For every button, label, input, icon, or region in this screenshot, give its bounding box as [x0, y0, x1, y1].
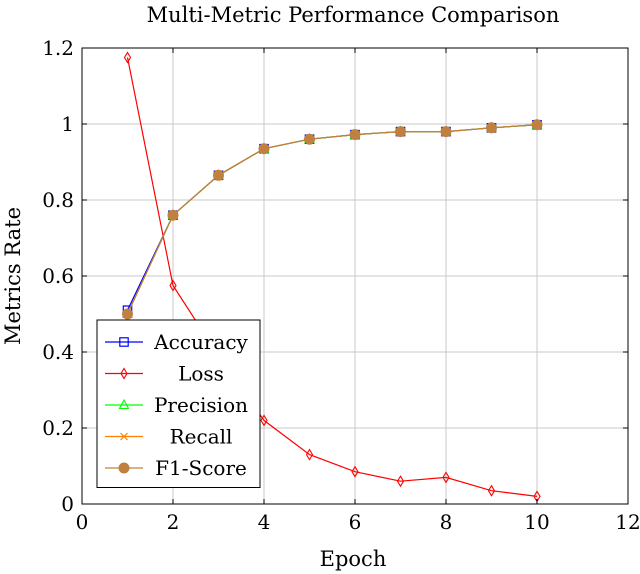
- series-precision: [122, 118, 543, 319]
- legend-item-recall: Recall: [105, 425, 232, 449]
- f1-score-point: [349, 129, 361, 141]
- loss-point: [123, 51, 132, 64]
- x-axis-label: Epoch: [320, 547, 387, 571]
- loss-point: [169, 279, 177, 292]
- series-recall: [123, 120, 541, 318]
- legend-swatch-marker: [120, 367, 128, 380]
- legend-swatch-marker: [119, 337, 129, 347]
- legend-item-loss: Loss: [105, 362, 224, 386]
- legend-label: Accuracy: [153, 330, 248, 354]
- legend-item-precision: Precision: [105, 393, 248, 417]
- x-tick-label: 2: [167, 510, 180, 534]
- y-tick-label: 0.4: [42, 340, 74, 364]
- loss-point: [487, 484, 496, 497]
- legend-swatch-marker: [118, 462, 130, 474]
- recall-line: [126, 124, 538, 315]
- loss-point: [305, 448, 314, 461]
- x-tick-label: 4: [258, 510, 271, 534]
- f1-score-point: [440, 126, 452, 138]
- x-tick-label: 12: [615, 510, 640, 534]
- legend-label: Precision: [154, 393, 248, 417]
- f1-score-line: [126, 124, 538, 315]
- y-tick-label: 1.2: [42, 36, 74, 60]
- f1-score-point: [167, 209, 179, 221]
- chart-title: Multi-Metric Performance Comparison: [147, 3, 560, 27]
- x-tick-label: 0: [76, 510, 89, 534]
- legend: Accuracy Loss Precision Recall F1-Score: [96, 319, 261, 488]
- legend-swatch-marker-stroke: [120, 432, 128, 441]
- f1-score-point: [486, 122, 497, 134]
- f1-score-point: [122, 308, 133, 320]
- y-tick-label: 0.2: [42, 416, 74, 440]
- precision-line: [126, 124, 538, 315]
- x-tick-label: 8: [440, 510, 453, 534]
- legend-swatch-marker: [120, 432, 128, 441]
- legend-label: Loss: [178, 362, 224, 386]
- y-tick-label: 1: [61, 112, 74, 136]
- loss-point: [442, 471, 450, 484]
- f1-score-point: [395, 126, 406, 138]
- accuracy-line: [126, 124, 538, 311]
- y-axis-label: Metrics Rate: [1, 207, 25, 345]
- series-f1-score: [122, 119, 543, 320]
- axis-ticks: 0 2 4 6 8 10 12 0 0.2 0.4 0.6 0.8 1 1.2: [42, 36, 640, 534]
- loss-point: [260, 414, 268, 427]
- loss-point: [396, 475, 405, 488]
- x-tick-label: 10: [524, 510, 549, 534]
- y-tick-label: 0: [61, 492, 74, 516]
- x-tick-label: 6: [349, 510, 362, 534]
- f1-score-point: [304, 133, 315, 145]
- y-tick-label: 0.8: [42, 188, 74, 212]
- f1-score-point: [213, 169, 224, 181]
- loss-point: [351, 465, 359, 478]
- f1-score-point: [531, 119, 543, 131]
- y-tick-label: 0.6: [42, 264, 74, 288]
- legend-item-accuracy: Accuracy: [105, 330, 249, 354]
- series-accuracy: [122, 119, 542, 315]
- legend-item-f1-score: F1-Score: [105, 456, 247, 480]
- legend-swatch-marker: [118, 398, 130, 410]
- f1-score-point: [258, 143, 270, 155]
- legend-label: F1-Score: [155, 456, 247, 480]
- legend-box: [96, 319, 261, 488]
- legend-label: Recall: [170, 425, 233, 449]
